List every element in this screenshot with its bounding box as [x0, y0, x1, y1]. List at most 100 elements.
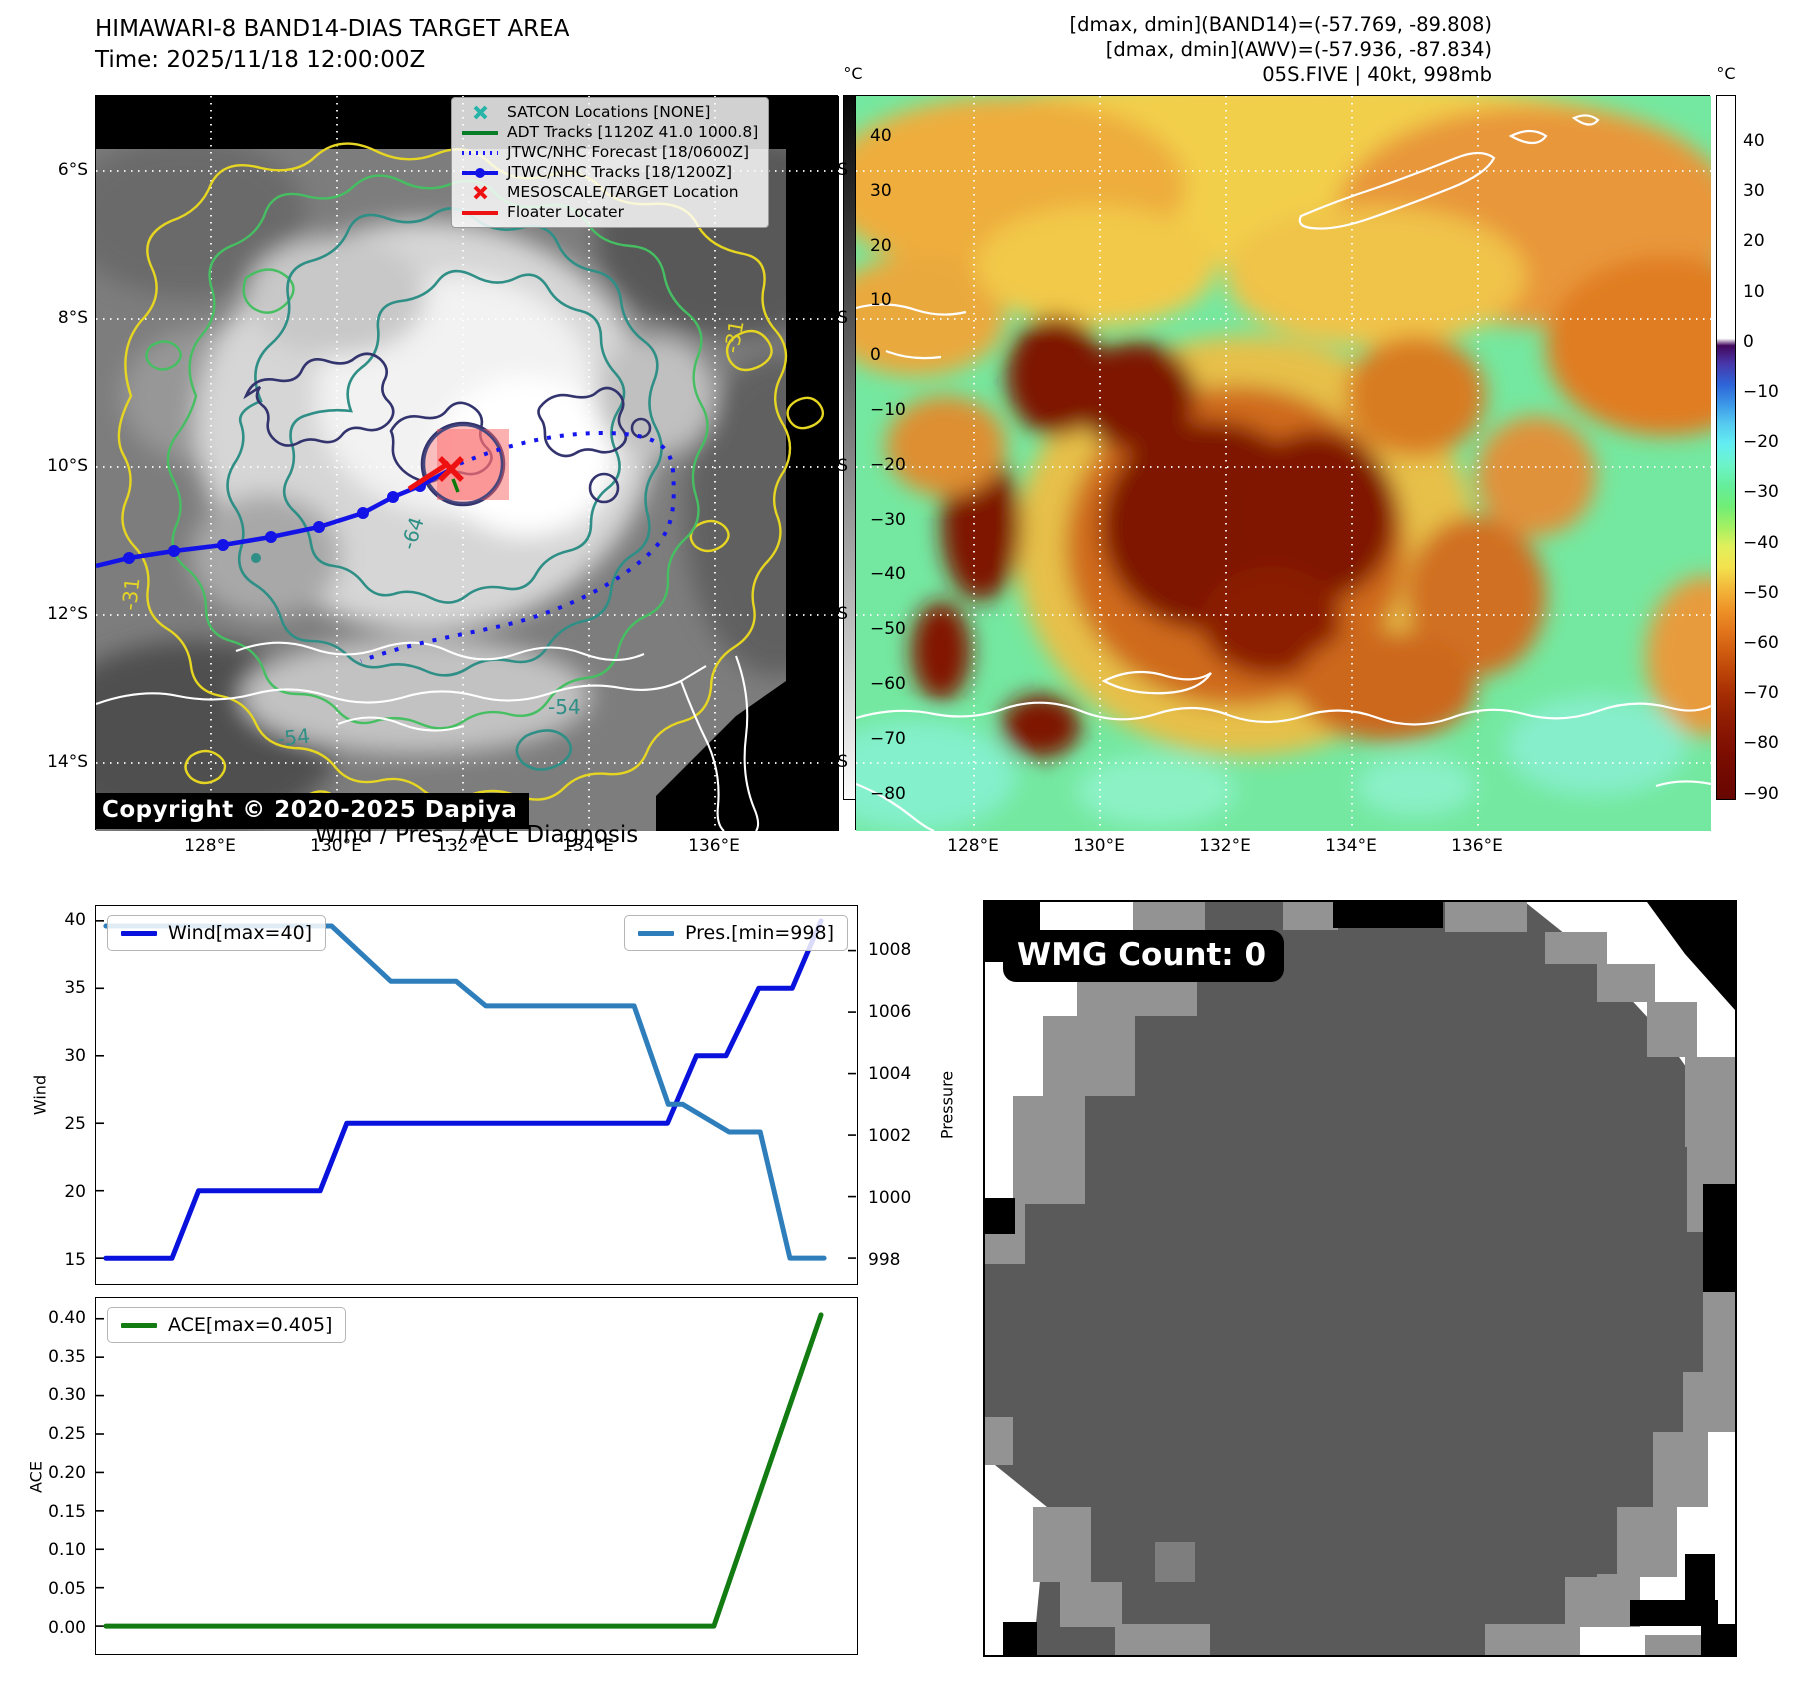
latlon-grid: [856, 96, 1711, 831]
lat-tick-label: 12°S: [47, 604, 88, 624]
contour-label-54b: -54: [276, 724, 311, 751]
lat-tick-label: 12°S: [807, 604, 848, 624]
map-legend-item: JTWC/NHC Tracks [18/1200Z]: [462, 164, 758, 181]
colorbar-tick-label: 0: [870, 345, 881, 366]
map-legend-label: JTWC/NHC Tracks [18/1200Z]: [507, 163, 733, 181]
colorbar-tick-label: −40: [1743, 532, 1779, 553]
legend-label: ACE[max=0.405]: [168, 1314, 333, 1336]
wind-tick-label: 30: [64, 1045, 86, 1066]
ace-tick-label: 0.10: [48, 1540, 86, 1561]
series-ace: [103, 1312, 824, 1629]
lon-tick-label: 136°E: [1451, 836, 1503, 856]
series-pres.: [103, 923, 827, 1261]
mesoscale-target-marker: [438, 456, 464, 482]
ace-tick-label: 0.40: [48, 1307, 86, 1328]
map-legend-label: JTWC/NHC Forecast [18/0600Z]: [507, 143, 750, 161]
map-legend-item: SATCON Locations [NONE]: [462, 104, 758, 121]
pressure-tick-label: 1000: [868, 1187, 912, 1208]
colorbar-tick-label: −80: [870, 783, 906, 804]
lat-tick-label: 6°S: [57, 160, 88, 180]
dotted-marker-icon: [462, 150, 498, 156]
ace-chart: ACE[max=0.405]: [95, 1297, 858, 1655]
colorbar-tick-label: −20: [870, 454, 906, 475]
wind-legend: Wind[max=40]: [107, 915, 327, 951]
pressure-tick-label: 1008: [868, 939, 912, 960]
ace-tick-label: 0.25: [48, 1424, 86, 1445]
lon-tick-label: 130°E: [1073, 836, 1125, 856]
map-legend-item: JTWC/NHC Forecast [18/0600Z]: [462, 144, 758, 161]
adt-track-tick: [451, 478, 460, 493]
awv-map: [855, 95, 1711, 831]
legend-line-sample: [121, 930, 157, 936]
map-legend-item: MESOSCALE/TARGET Location: [462, 184, 758, 201]
colorbar-tick-label: −90: [1743, 783, 1779, 804]
line-dot-marker-icon: [462, 167, 498, 179]
colorbar-tick-label: 10: [1743, 281, 1765, 302]
legend-line-sample: [121, 1322, 157, 1328]
pressure-tick-label: 1002: [868, 1125, 912, 1146]
colorbar-tick-label: −30: [870, 509, 906, 530]
wind-tick-label: 20: [64, 1181, 86, 1202]
contour-label-31b: -31: [117, 577, 144, 612]
contours-yellow: [117, 142, 825, 826]
legend-label: Wind[max=40]: [168, 922, 313, 944]
lon-tick-label: 132°E: [1199, 836, 1251, 856]
colorbar-tick-label: −10: [870, 400, 906, 420]
colorbar-tick-label: 10: [870, 290, 892, 311]
pressure-tick-label: 1004: [868, 1063, 912, 1084]
mesoscale-target-area: [422, 423, 509, 505]
storm-info-line: 05S.FIVE | 40kt, 998mb: [1262, 63, 1492, 86]
band14-title-line1: HIMAWARI-8 BAND14-DIAS TARGET AREA: [95, 16, 570, 42]
band14-map: -64 -54 -54 -31 -31: [95, 95, 839, 831]
lat-tick-label: 6°S: [817, 160, 848, 180]
colorbar-tick-label: 40: [1743, 131, 1765, 151]
lat-tick-label: 10°S: [807, 456, 848, 476]
jtwc-forecast-track: [360, 430, 676, 663]
awv-temperature-field: [856, 96, 1711, 831]
band14-title-line2: Time: 2025/11/18 12:00:00Z: [95, 47, 426, 73]
contours-white-coastline: [96, 641, 760, 831]
colorbar-tick-label: 20: [870, 235, 892, 256]
map-legend-label: SATCON Locations [NONE]: [507, 103, 711, 121]
diagnosis-chart-title: Wind / Pres. / ACE Diagnosis: [314, 822, 639, 848]
lon-tick-label: 128°E: [184, 836, 236, 856]
wind-tick-label: 25: [64, 1113, 86, 1134]
ace-tick-label: 0.30: [48, 1385, 86, 1406]
coastlines: [856, 114, 1711, 831]
storm-info-line: [dmax, dmin](BAND14)=(-57.769, -89.808): [1069, 13, 1492, 36]
contours-navy: [243, 352, 652, 507]
storm-info-block: [dmax, dmin](BAND14)=(-57.769, -89.808)[…: [1000, 12, 1492, 87]
map-legend-label: Floater Locater: [507, 203, 624, 221]
pressure-tick-label: 1006: [868, 1001, 912, 1022]
copyright-label: Copyright © 2020-2025 Dapiya: [96, 793, 530, 829]
wind-tick-label: 40: [64, 909, 86, 930]
colorbar-tick-label: −60: [1743, 633, 1779, 653]
colorbar-tick-label: 0: [1743, 331, 1754, 352]
band14-colorbar-unit: °C: [843, 64, 863, 83]
ace-tick-label: 0.20: [48, 1462, 86, 1483]
map-legend-item: Floater Locater: [462, 204, 758, 221]
lat-tick-label: 8°S: [817, 308, 848, 328]
lon-tick-label: 128°E: [947, 836, 999, 856]
lon-tick-label: 136°E: [688, 836, 740, 856]
lat-tick-label: 10°S: [47, 456, 88, 476]
ace-tick-label: 0.05: [48, 1579, 86, 1600]
contour-label-31: -31: [719, 319, 748, 355]
legend-label: Pres.[min=998]: [685, 922, 834, 944]
colorbar-tick-label: −60: [870, 674, 906, 694]
colorbar-tick-label: −50: [870, 619, 906, 640]
lat-tick-label: 14°S: [47, 752, 88, 772]
wind-tick-label: 35: [64, 977, 86, 998]
contour-label-54: -54: [548, 695, 581, 719]
colorbar-tick-label: −30: [1743, 482, 1779, 503]
pres-legend: Pres.[min=998]: [624, 915, 848, 951]
awv-colorbar: [1716, 95, 1736, 800]
colorbar-tick-label: −80: [1743, 733, 1779, 754]
wmg-count-badge: WMG Count: 0: [1003, 930, 1285, 982]
lon-tick-label: 130°E: [310, 836, 362, 856]
lat-tick-label: 8°S: [57, 308, 88, 328]
ace-tick-label: 0.15: [48, 1501, 86, 1522]
pressure-tick-label: 998: [868, 1249, 901, 1270]
ace-legend: ACE[max=0.405]: [107, 1307, 347, 1343]
